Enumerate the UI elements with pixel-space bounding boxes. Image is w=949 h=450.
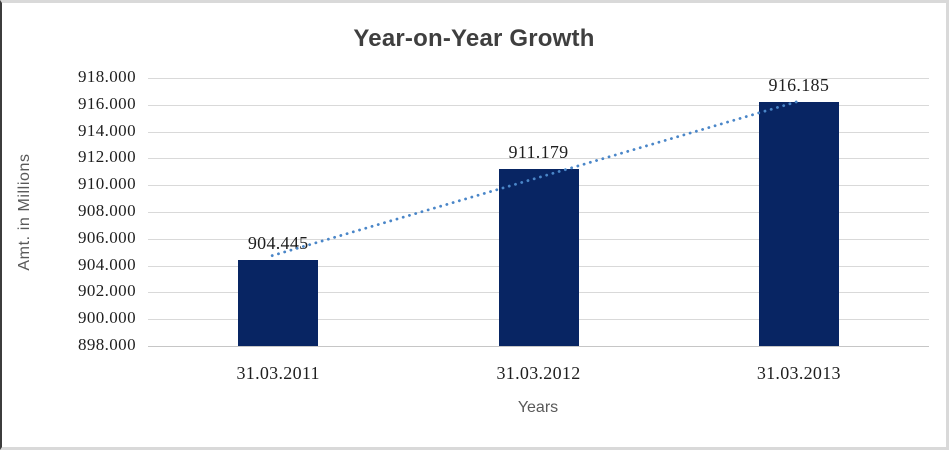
gridline [148, 78, 929, 79]
bar-data-label: 911.179 [508, 142, 569, 163]
y-tick-label: 916.000 [77, 93, 136, 113]
plot-area: 904.445 911.179 916.185 [148, 75, 929, 347]
trendline [270, 98, 804, 258]
bar-data-label: 916.185 [768, 75, 830, 96]
y-tick-label: 912.000 [77, 147, 136, 167]
chart-title: Year-on-Year Growth [353, 25, 595, 52]
x-axis-title: Years [517, 399, 559, 416]
y-tick-label: 898.000 [77, 335, 136, 354]
y-tick-label: 904.000 [77, 254, 136, 274]
y-tick-label: 902.000 [77, 281, 136, 301]
gridline [148, 104, 929, 106]
x-tick-label: 31.03.2011 [236, 363, 320, 383]
gridline [148, 131, 929, 133]
y-tick-label: 918.000 [77, 67, 136, 86]
bar-31.03.2011 [238, 259, 319, 346]
bar-31.03.2012 [498, 169, 579, 346]
y-tick-label: 900.000 [77, 308, 136, 328]
bar-31.03.2013 [758, 102, 839, 346]
y-tick-label: 910.000 [77, 174, 136, 194]
bar-data-label: 904.445 [247, 232, 309, 253]
y-tick-label: 914.000 [77, 120, 136, 140]
y-tick-label: 908.000 [77, 201, 136, 220]
y-tick-label: 906.000 [77, 227, 136, 247]
x-tick-label: 31.03.2012 [496, 363, 581, 383]
x-tick-label: 31.03.2013 [756, 363, 841, 383]
gridline [148, 346, 929, 347]
gridline [148, 158, 929, 160]
